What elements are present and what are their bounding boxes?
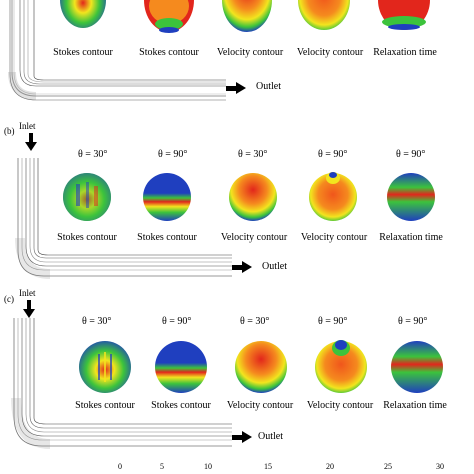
caption-c-3: Velocity contour: [226, 400, 294, 411]
caption-a-1: Stokes contour: [53, 47, 113, 58]
outlet-label-b: Outlet: [262, 261, 287, 272]
inlet-arrow-b: [25, 133, 37, 151]
contour-a-5: [378, 0, 430, 30]
scale-tick-2: 10: [204, 462, 212, 471]
contour-b-5: [387, 173, 435, 221]
caption-a-4: Velocity contour: [296, 47, 364, 58]
caption-c-2: Stokes contour: [151, 400, 211, 411]
theta-c-5: θ = 90°: [398, 316, 428, 327]
caption-b-5: Relaxation time: [379, 232, 443, 243]
outlet-label-c: Outlet: [258, 431, 283, 442]
caption-a-5: Relaxation time: [373, 47, 437, 58]
contour-c-5: [391, 341, 443, 393]
caption-a-2: Stokes contour: [139, 47, 199, 58]
panel-letter-b: (b): [4, 126, 15, 136]
outlet-arrow-b: [232, 261, 252, 273]
caption-c-1: Stokes contour: [75, 400, 135, 411]
contour-c-1: [79, 341, 131, 393]
theta-b-5: θ = 90°: [396, 149, 426, 160]
theta-c-2: θ = 90°: [162, 316, 192, 327]
contour-c-2: [155, 341, 207, 393]
contour-a-4: [298, 0, 350, 30]
contour-b-2: [143, 173, 191, 221]
pipe-c: [11, 318, 232, 449]
contour-b-4: [309, 172, 357, 221]
panel-b: (b) Inlet Outlet θ = 30° θ = 90° θ = 30°…: [0, 118, 474, 288]
theta-b-1: θ = 30°: [78, 149, 108, 160]
contour-a-1: [60, 0, 106, 28]
contour-c-3: [235, 341, 287, 393]
panel-c: (c) Inlet Outlet θ = 30° θ = 90° θ = 30°…: [0, 288, 474, 460]
contour-a-2: [144, 0, 194, 33]
scale-tick-6: 30: [436, 462, 444, 471]
caption-b-3: Velocity contour: [220, 232, 288, 243]
panel-a: Outlet Stokes contour Stokes contour Vel…: [0, 0, 474, 118]
contour-b-3: [229, 173, 277, 221]
panel-letter-c: (c): [4, 294, 14, 304]
scale-tick-4: 20: [326, 462, 334, 471]
pipe-b: [15, 158, 232, 279]
scale-tick-3: 15: [264, 462, 272, 471]
contour-b-1: [63, 173, 111, 221]
caption-a-3: Velocity contour: [216, 47, 284, 58]
theta-c-1: θ = 30°: [82, 316, 112, 327]
theta-c-4: θ = 90°: [318, 316, 348, 327]
caption-c-5: Relaxation time: [383, 400, 447, 411]
caption-c-4: Velocity contour: [306, 400, 374, 411]
scale-tick-1: 5: [160, 462, 164, 471]
theta-b-2: θ = 90°: [158, 149, 188, 160]
inlet-arrow-c: [23, 300, 35, 318]
scale-tick-0: 0: [118, 462, 122, 471]
outlet-arrow-a: [226, 82, 246, 94]
outlet-label-a: Outlet: [256, 81, 281, 92]
scale-tick-5: 25: [384, 462, 392, 471]
contour-a-3: [222, 0, 272, 32]
contour-c-4: [315, 340, 367, 393]
caption-b-1: Stokes contour: [57, 232, 117, 243]
theta-b-4: θ = 90°: [318, 149, 348, 160]
caption-b-4: Velocity contour: [300, 232, 368, 243]
theta-c-3: θ = 30°: [240, 316, 270, 327]
caption-b-2: Stokes contour: [137, 232, 197, 243]
inlet-label-b: Inlet: [19, 121, 36, 131]
pipe-a: [8, 0, 226, 101]
theta-b-3: θ = 30°: [238, 149, 268, 160]
inlet-label-c: Inlet: [19, 288, 36, 298]
outlet-arrow-c: [232, 431, 252, 443]
